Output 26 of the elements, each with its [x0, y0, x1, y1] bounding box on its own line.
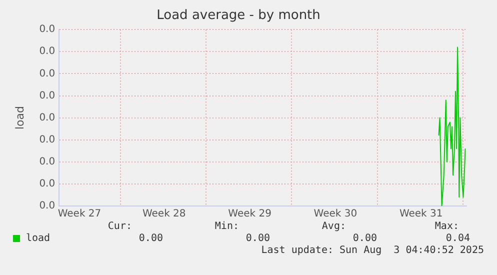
x-tick-label: Week 28 [142, 208, 186, 220]
y-tick-label: 0.0 [39, 68, 56, 80]
y-tick-label: 0.0 [39, 90, 56, 102]
y-tick-label: 0.0 [39, 112, 56, 124]
text: Min: [214, 221, 239, 232]
text: Avg: [322, 221, 346, 232]
text: 0.04 [446, 233, 470, 244]
y-tick-label: 0.0 [39, 178, 56, 190]
text: Last update: Sun Aug 3 04:40:52 2025 [261, 245, 484, 256]
x-tick-label: Week 30 [314, 208, 358, 220]
y-tick-label: 0.0 [39, 46, 56, 58]
x-tick-label: Week 29 [228, 208, 272, 220]
legend-label: load [26, 233, 50, 244]
x-tick-label: Week 27 [58, 208, 102, 220]
text: 0.00 [352, 233, 377, 244]
text: Cur: [108, 221, 132, 232]
chart-title: Load average - by month [156, 8, 320, 24]
y-axis-title: load [13, 106, 26, 130]
text: Max: [434, 221, 459, 232]
y-tick-label: 0.0 [39, 200, 56, 212]
y-tick-label: 0.0 [39, 134, 56, 146]
text: 0.00 [246, 233, 270, 244]
y-tick-label: 0.0 [39, 156, 56, 168]
text: 0.00 [138, 233, 163, 244]
y-tick-label: 0.0 [39, 24, 56, 36]
x-tick-label: Week 31 [399, 208, 443, 220]
